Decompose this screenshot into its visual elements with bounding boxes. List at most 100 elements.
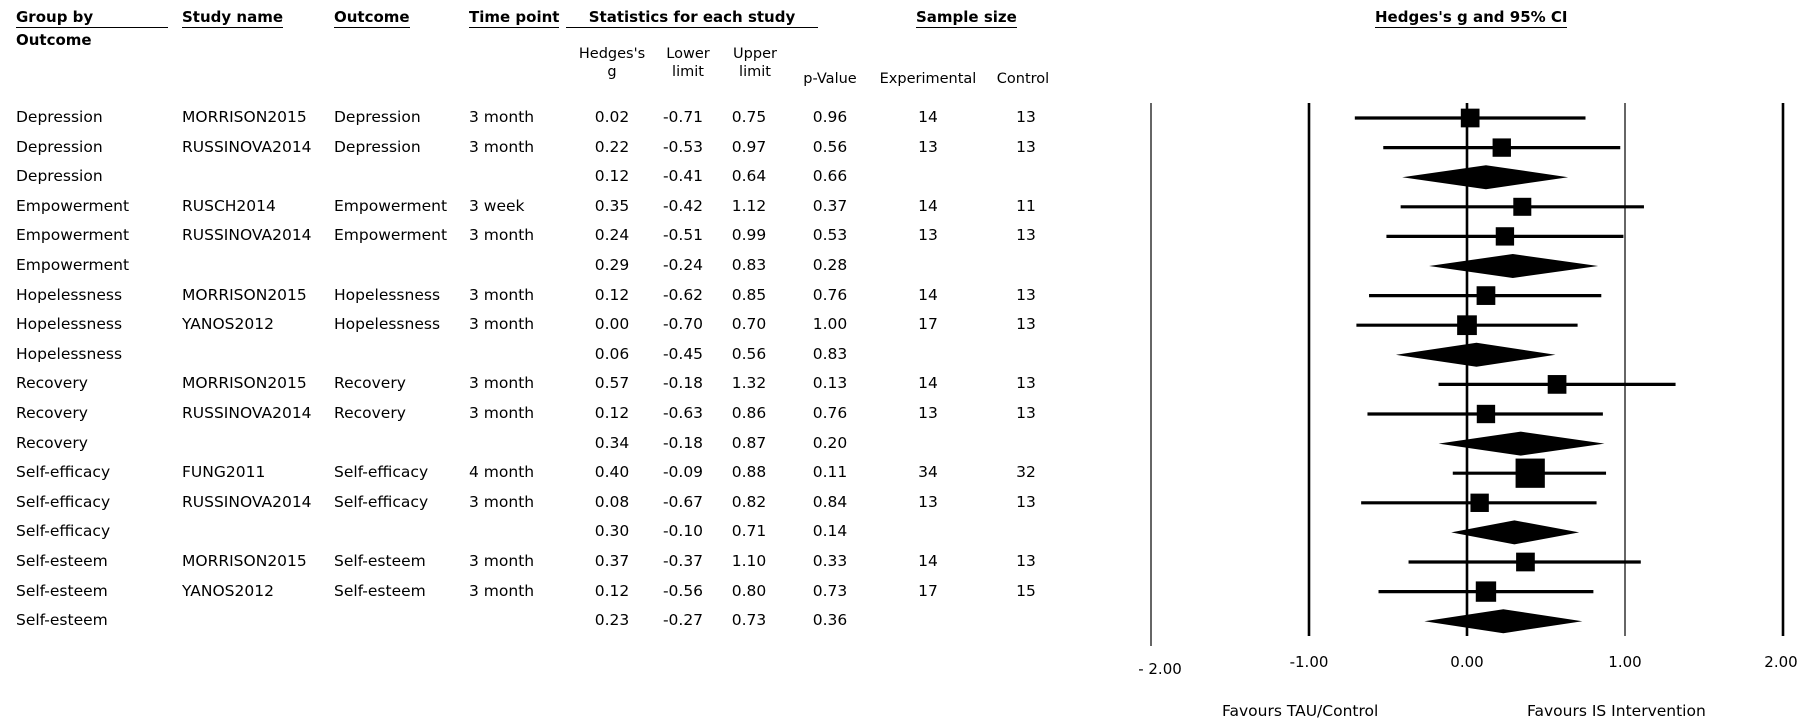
cell-experimental: 14 [918, 108, 938, 126]
cell-pvalue: 0.53 [812, 226, 848, 245]
cell-upper: 0.86 [731, 404, 767, 422]
cell-hedges-g: 0.12 [594, 404, 630, 422]
cell-pvalue: 0.76 [812, 285, 848, 304]
cell-experimental: 13 [918, 404, 938, 422]
subheader-upper: Upper limit [722, 45, 788, 81]
cell-pvalue: 0.13 [812, 374, 848, 393]
header-outcome-sub: Outcome [16, 31, 92, 49]
cell-upper: 1.10 [731, 552, 767, 570]
cell-group: Self-efficacy [16, 522, 111, 541]
cell-lower: -0.63 [662, 404, 704, 422]
cell-hedges-g: 0.29 [594, 256, 630, 274]
cell-lower: -0.37 [662, 552, 704, 570]
cell-outcome: Self-esteem [334, 581, 426, 600]
cell-upper: 0.83 [731, 256, 767, 274]
cell-upper: 0.82 [731, 492, 767, 511]
cell-pvalue: 0.76 [812, 404, 848, 422]
favours-intervention-label: Favours IS Intervention [1527, 702, 1706, 720]
cell-pvalue: 0.20 [812, 433, 848, 452]
header-group-by: Group by [16, 7, 168, 28]
summary-diamond [1438, 431, 1605, 456]
cell-pvalue: 0.37 [812, 196, 848, 215]
cell-hedges-g: 0.40 [594, 463, 630, 482]
cell-time: 3 month [469, 285, 535, 304]
point-estimate [1476, 404, 1496, 424]
header-statistics: Statistics for each study [566, 7, 818, 28]
cell-experimental: 14 [918, 552, 938, 570]
cell-group: Empowerment [16, 226, 130, 245]
cell-time: 3 week [469, 196, 525, 215]
cell-upper: 0.75 [731, 108, 767, 126]
cell-upper: 0.87 [731, 433, 767, 452]
summary-diamond [1402, 165, 1569, 190]
subheader-lower-line1: Lower [666, 46, 710, 62]
cell-hedges-g: 0.12 [594, 167, 630, 186]
cell-lower: -0.18 [662, 374, 704, 393]
cell-upper: 0.88 [731, 463, 767, 482]
cell-upper: 0.56 [731, 344, 767, 363]
cell-lower: -0.62 [662, 285, 704, 304]
cell-time: 3 month [469, 137, 535, 156]
subheader-upper-line2: limit [739, 64, 771, 80]
cell-lower: -0.42 [662, 196, 704, 215]
cell-time: 3 month [469, 226, 535, 245]
point-estimate [1513, 197, 1532, 216]
cell-group: Hopelessness [16, 315, 123, 334]
cell-lower: -0.27 [662, 611, 704, 630]
cell-outcome: Self-efficacy [334, 492, 429, 511]
cell-control: 13 [1016, 226, 1036, 245]
cell-group: Recovery [16, 433, 88, 452]
cell-experimental: 13 [918, 137, 938, 156]
cell-outcome: Self-efficacy [334, 463, 429, 482]
cell-pvalue: 0.83 [812, 344, 848, 363]
cell-time: 4 month [469, 463, 535, 482]
cell-experimental: 17 [918, 315, 938, 334]
cell-control: 32 [1016, 463, 1036, 482]
cell-group: Self-esteem [16, 611, 108, 630]
header-study-name: Study name [182, 8, 283, 28]
subheader-lower-line2: limit [672, 64, 704, 80]
header-plot-title: Hedges's g and 95% CI [1375, 8, 1568, 28]
cell-group: Self-esteem [16, 581, 108, 600]
x-tick-label: 2.00 [1764, 653, 1798, 671]
cell-hedges-g: 0.57 [594, 374, 630, 393]
header-outcome: Outcome [334, 8, 410, 28]
point-estimate [1460, 108, 1480, 128]
cell-control: 13 [1016, 492, 1036, 511]
cell-experimental: 13 [918, 226, 938, 245]
cell-lower: -0.41 [662, 167, 704, 186]
cell-experimental: 14 [918, 196, 938, 215]
cell-pvalue: 0.33 [812, 552, 848, 570]
cell-group: Self-efficacy [16, 492, 111, 511]
cell-lower: -0.71 [662, 108, 704, 126]
cell-lower: -0.09 [662, 463, 704, 482]
cell-group: Self-efficacy [16, 463, 111, 482]
cell-time: 3 month [469, 581, 535, 600]
cell-outcome: Empowerment [334, 226, 448, 245]
cell-study: RUSSINOVA2014 [182, 404, 312, 422]
cell-hedges-g: 0.00 [594, 315, 630, 334]
cell-control: 13 [1016, 108, 1036, 126]
cell-control: 13 [1016, 404, 1036, 422]
cell-group: Empowerment [16, 256, 130, 274]
cell-group: Empowerment [16, 196, 130, 215]
cell-hedges-g: 0.08 [594, 492, 630, 511]
subheader-experimental: Experimental [879, 71, 977, 87]
point-estimate [1457, 315, 1477, 336]
cell-lower: -0.56 [662, 581, 704, 600]
summary-diamond [1429, 254, 1599, 278]
cell-outcome: Recovery [334, 404, 406, 422]
cell-study: MORRISON2015 [182, 552, 307, 570]
cell-lower: -0.18 [662, 433, 704, 452]
cell-pvalue: 0.56 [812, 137, 848, 156]
subheader-pvalue: p-Value [803, 71, 857, 87]
point-estimate [1516, 552, 1535, 572]
cell-group: Recovery [16, 374, 88, 393]
cell-control: 13 [1016, 552, 1036, 570]
x-tick-label: 1.00 [1608, 653, 1642, 671]
cell-outcome: Depression [334, 137, 421, 156]
cell-upper: 0.80 [731, 581, 767, 600]
cell-group: Self-esteem [16, 552, 108, 570]
cell-pvalue: 0.11 [812, 463, 848, 482]
cell-experimental: 14 [918, 374, 938, 393]
